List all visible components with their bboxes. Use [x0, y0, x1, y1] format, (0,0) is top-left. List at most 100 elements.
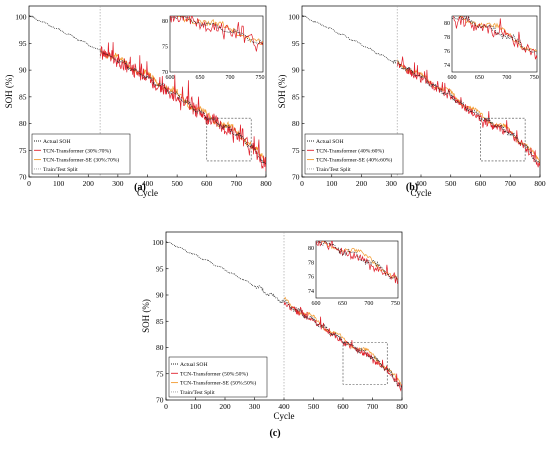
y-tick-label: 100 — [152, 238, 164, 247]
x-axis-label: Cycle — [411, 188, 432, 198]
inset-series-actual-soh — [316, 241, 398, 281]
inset-zoom: 600 650 700 750 74 76 78 80 — [444, 15, 539, 81]
legend-entry: TCN-Transformer-SE (40%:60%) — [316, 157, 392, 164]
chart-panel-3: 0 100 200 300 400 500 600 700 800 70 75 80 85 90 95 100… — [141, 231, 408, 439]
y-tick-label: 95 — [292, 39, 300, 48]
legend-box — [168, 356, 268, 398]
x-tick-label: 300 — [249, 402, 261, 411]
y-axis-label: SOH (%) — [141, 299, 151, 333]
x-tick-label: 0 — [300, 179, 304, 188]
y-tick-label: 80 — [156, 343, 164, 352]
inset-series-tcn-transformer — [170, 16, 263, 52]
inset-x-tick-label: 600 — [448, 75, 457, 81]
series-tcn-transformer — [99, 42, 266, 172]
inset-y-tick-label: 75 — [162, 45, 168, 51]
legend-entry: TCN-Transformer (50%:50%) — [180, 370, 248, 377]
legend-entry: Train/Test Split — [180, 390, 215, 396]
inset-series-tcn-transformer — [453, 16, 537, 61]
x-tick-label: 600 — [337, 402, 349, 411]
inset-x-tick-label: 600 — [312, 301, 321, 307]
inset-zoom: 600 650 700 750 74 76 78 80 — [308, 240, 400, 307]
x-tick-label: 800 — [260, 179, 272, 188]
x-tick-label: 800 — [534, 179, 546, 188]
inset-frame — [169, 15, 264, 73]
inset-x-tick-label: 750 — [530, 75, 539, 81]
y-tick-label: 90 — [19, 66, 27, 75]
inset-x-tick-label: 700 — [226, 75, 235, 81]
inset-frame — [451, 15, 538, 73]
plot-area — [302, 14, 540, 168]
x-tick-label: 400 — [142, 179, 154, 188]
y-tick-label: 80 — [292, 119, 300, 128]
inset-y-tick-label: 78 — [444, 35, 450, 41]
legend-entry: Train/Test Split — [316, 167, 351, 173]
inset-y-tick-label: 78 — [308, 260, 314, 266]
inset-y-tick-label: 80 — [444, 21, 450, 27]
legend-entry: TCN-Transformer-SE (50%:50%) — [180, 380, 256, 387]
series-actual-soh — [29, 14, 266, 165]
x-tick-label: 800 — [396, 402, 408, 411]
x-tick-label: 200 — [83, 179, 95, 188]
y-tick-label: 75 — [156, 369, 164, 378]
legend-entry: Actual SOH — [316, 139, 344, 145]
panel-label: (a) — [134, 182, 146, 193]
x-tick-label: 0 — [164, 402, 168, 411]
x-tick-label: 400 — [415, 179, 427, 188]
inset-x-tick-label: 650 — [196, 75, 205, 81]
legend-entry: Actual SOH — [43, 139, 71, 145]
series-actual-soh — [302, 14, 540, 164]
x-tick-label: 200 — [356, 179, 368, 188]
y-tick-label: 75 — [19, 146, 27, 155]
inset-y-tick-label: 74 — [308, 289, 314, 295]
x-tick-label: 100 — [326, 179, 338, 188]
zoom-box — [480, 117, 526, 162]
inset-x-tick-label: 700 — [502, 75, 511, 81]
zoom-box — [342, 341, 388, 385]
x-tick-label: 700 — [367, 402, 379, 411]
inset-x-tick-label: 750 — [391, 301, 400, 307]
inset-y-tick-label: 80 — [162, 19, 168, 25]
x-tick-label: 700 — [231, 179, 243, 188]
legend-entry: TCN-Transformer (40%:60%) — [316, 147, 384, 154]
inset-x-tick-label: 750 — [256, 75, 265, 81]
series-actual-soh — [166, 241, 402, 389]
inset-y-tick-label: 76 — [308, 275, 314, 281]
inset-y-tick-label: 76 — [444, 49, 450, 55]
inset-frame — [315, 240, 399, 299]
inset-series-tcn-transformer — [316, 241, 398, 285]
inset-x-tick-label: 600 — [166, 75, 175, 81]
inset-x-tick-label: 650 — [338, 301, 347, 307]
x-tick-label: 0 — [27, 179, 31, 188]
y-tick-label: 100 — [288, 12, 300, 21]
legend-box — [31, 133, 131, 175]
x-tick-label: 300 — [112, 179, 124, 188]
inset-y-tick-label: 80 — [308, 246, 314, 252]
x-axis-label: Cycle — [274, 411, 295, 421]
x-tick-label: 500 — [172, 179, 184, 188]
plot-area — [29, 14, 266, 172]
y-tick-label: 70 — [19, 173, 27, 182]
legend-box — [304, 133, 404, 175]
inset-series-actual-soh — [170, 16, 263, 45]
x-tick-label: 100 — [53, 179, 65, 188]
legend-entry: Train/Test Split — [43, 167, 78, 173]
legend-entry: Actual SOH — [180, 362, 208, 368]
x-tick-label: 500 — [308, 402, 320, 411]
legend-entry: TCN-Transformer (30%:70%) — [43, 147, 111, 154]
y-tick-label: 85 — [156, 317, 164, 326]
y-tick-label: 70 — [156, 396, 164, 405]
inset-series-tcn-transformer-se — [175, 16, 263, 45]
y-tick-label: 80 — [19, 119, 27, 128]
y-tick-label: 85 — [19, 92, 27, 101]
y-tick-label: 90 — [156, 291, 164, 300]
x-tick-label: 500 — [445, 179, 457, 188]
y-tick-label: 75 — [292, 146, 300, 155]
inset-y-tick-label: 70 — [162, 70, 168, 76]
x-tick-label: 700 — [505, 179, 517, 188]
x-tick-label: 600 — [475, 179, 487, 188]
y-tick-label: 90 — [292, 66, 300, 75]
y-tick-label: 85 — [292, 92, 300, 101]
y-tick-label: 70 — [292, 173, 300, 182]
x-tick-label: 600 — [201, 179, 213, 188]
y-axis-label: SOH (%) — [277, 75, 287, 109]
